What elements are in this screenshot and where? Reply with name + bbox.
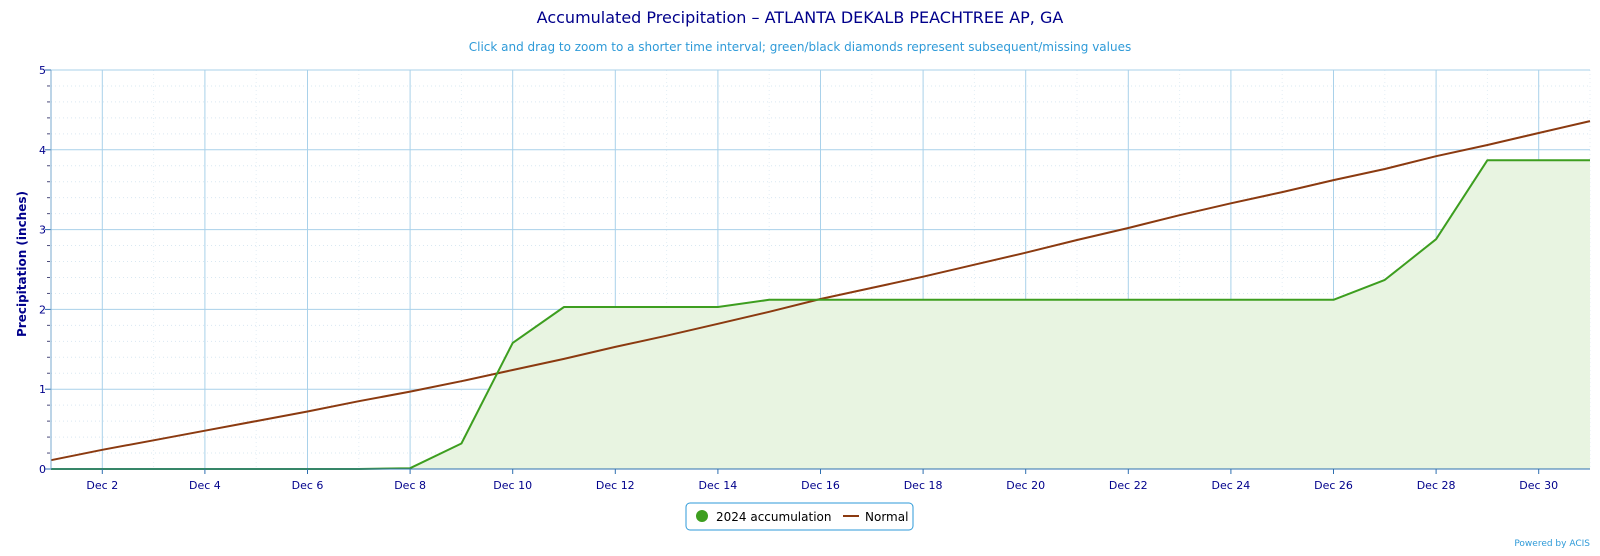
x-tick-label: Dec 2	[86, 479, 118, 492]
y-axis-label: Precipitation (inches)	[15, 191, 29, 337]
x-tick-label: Dec 28	[1417, 479, 1456, 492]
x-tick-label: Dec 4	[189, 479, 221, 492]
chart-subtitle: Click and drag to zoom to a shorter time…	[469, 40, 1131, 54]
legend-item-2024-accumulation[interactable]: 2024 accumulation	[696, 510, 831, 524]
x-tick-label: Dec 12	[596, 479, 635, 492]
x-tick-label: Dec 30	[1519, 479, 1558, 492]
y-tick-label: 1	[39, 383, 46, 396]
legend-marker-2024-accumulation	[696, 510, 708, 522]
plot-area[interactable]	[51, 160, 1590, 469]
legend-item-normal[interactable]: Normal	[843, 510, 908, 524]
x-tick-label: Dec 20	[1006, 479, 1045, 492]
x-tick-label: Dec 8	[394, 479, 426, 492]
x-tick-label: Dec 14	[699, 479, 738, 492]
x-tick-label: Dec 18	[904, 479, 943, 492]
axes: 0 1 2 3 4 5 Dec 2 Dec 4 Dec 6 Dec 8 Dec 10 Dec 12 De…	[39, 64, 1590, 492]
y-tick-label: 5	[39, 64, 46, 77]
x-tick-label: Dec 26	[1314, 479, 1353, 492]
x-tick-label: Dec 10	[493, 479, 532, 492]
legend: 2024 accumulation Normal	[685, 502, 914, 531]
x-tick-label: Dec 16	[801, 479, 840, 492]
y-tick-label: 0	[39, 463, 46, 476]
chart-title: Accumulated Precipitation – ATLANTA DEKA…	[537, 8, 1064, 27]
credit-link[interactable]: Powered by ACIS	[1514, 539, 1590, 549]
legend-label-2024-accumulation: 2024 accumulation	[716, 510, 831, 524]
x-tick-label: Dec 22	[1109, 479, 1148, 492]
x-tick-label: Dec 6	[292, 479, 324, 492]
y-tick-label: 2	[39, 303, 46, 316]
y-tick-label: 4	[39, 144, 46, 157]
legend-label-normal: Normal	[865, 510, 908, 524]
legend-box	[685, 502, 914, 531]
y-tick-label: 3	[39, 224, 46, 237]
accumulation-area-fill[interactable]	[51, 160, 1590, 469]
x-tick-label: Dec 24	[1212, 479, 1251, 492]
